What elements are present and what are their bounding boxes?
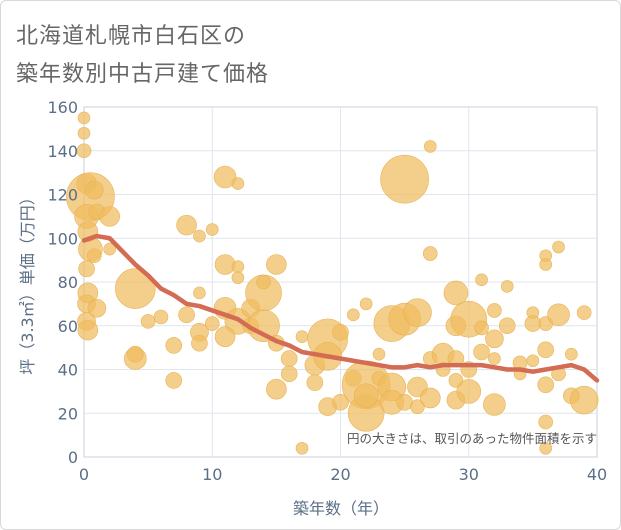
- data-bubble: [485, 329, 504, 349]
- data-bubble: [77, 126, 91, 140]
- data-bubble: [77, 111, 91, 125]
- data-bubble: [456, 379, 482, 404]
- data-bubble: [77, 319, 99, 341]
- data-bubble: [231, 271, 245, 284]
- data-bubble: [474, 320, 489, 336]
- trend-line: [81, 233, 600, 383]
- data-bubble: [538, 414, 554, 430]
- data-bubble: [353, 383, 379, 409]
- data-bubble: [547, 303, 570, 327]
- data-bubble: [231, 260, 245, 273]
- data-bubble: [295, 330, 309, 343]
- y-tick-label: 20: [58, 404, 78, 423]
- data-bubble: [103, 242, 116, 256]
- data-bubble: [78, 260, 95, 278]
- data-bubble: [205, 223, 219, 236]
- data-bubble: [99, 206, 120, 227]
- data-bubble: [473, 343, 490, 361]
- data-bubble: [280, 365, 298, 383]
- data-bubble: [193, 286, 206, 300]
- data-bubble: [204, 316, 220, 331]
- data-bubble: [332, 394, 349, 411]
- data-bubble: [552, 240, 565, 254]
- data-bubble: [483, 393, 506, 416]
- trend-series: [81, 233, 600, 383]
- data-bubble: [306, 374, 324, 391]
- data-bubble: [332, 324, 349, 341]
- data-bubble: [176, 214, 197, 236]
- data-bubble: [380, 154, 429, 204]
- data-bubble: [214, 326, 236, 347]
- data-bubble: [231, 177, 245, 190]
- y-tick-label: 80: [58, 273, 78, 292]
- data-bubble: [347, 308, 360, 322]
- data-bubble: [256, 274, 271, 290]
- data-bubble: [213, 165, 237, 189]
- data-bubble: [487, 303, 502, 318]
- data-bubble: [475, 273, 488, 287]
- axis-ticks: 0 10 20 30 40 0 20 40 60 80 100 120 140 160: [47, 98, 607, 484]
- data-bubble: [488, 352, 501, 365]
- data-bubble: [372, 347, 386, 361]
- chart-title-line-1: 北海道札幌市白石区の: [16, 24, 247, 49]
- data-bubble: [76, 143, 92, 159]
- x-tick-label: 40: [587, 465, 607, 484]
- data-bubble: [266, 378, 287, 400]
- data-bubble: [539, 258, 553, 271]
- x-tick-label: 10: [202, 465, 222, 484]
- data-bubble: [193, 229, 206, 243]
- data-bubble: [84, 180, 104, 200]
- data-bubble: [191, 334, 208, 352]
- data-bubble: [422, 246, 438, 261]
- data-bubble: [498, 317, 516, 335]
- data-bubble: [410, 399, 425, 414]
- data-bubble: [153, 309, 169, 325]
- grid-lines: [84, 107, 597, 457]
- chart-title-line-2: 築年数別中古戸建て価格: [16, 62, 270, 87]
- data-bubble: [403, 298, 432, 327]
- data-bubble: [423, 140, 437, 153]
- data-bubble: [127, 345, 144, 363]
- data-bubble: [569, 385, 599, 415]
- data-bubble: [115, 268, 156, 309]
- data-bubble: [526, 354, 540, 368]
- size-annotation: 円の大きさは、取引のあった物件面積を示す: [347, 431, 597, 446]
- data-bubble: [87, 298, 107, 318]
- data-bubble: [576, 305, 592, 320]
- x-tick-label: 20: [330, 465, 350, 484]
- data-bubble: [443, 280, 469, 306]
- y-axis-label: 坪（3.3㎡）単価（万円）: [18, 189, 37, 374]
- data-bubble: [295, 441, 309, 455]
- data-bubble: [86, 248, 102, 264]
- data-bubble: [165, 372, 183, 389]
- data-bubble: [500, 280, 514, 293]
- y-tick-label: 60: [58, 317, 78, 336]
- data-bubble: [280, 350, 298, 367]
- y-tick-label: 140: [47, 142, 78, 161]
- y-tick-label: 120: [47, 186, 78, 205]
- y-tick-label: 40: [58, 361, 78, 380]
- y-tick-label: 160: [47, 98, 78, 117]
- y-tick-label: 100: [47, 229, 78, 248]
- data-bubble: [396, 394, 413, 411]
- data-bubble: [537, 376, 555, 394]
- data-bubble: [565, 347, 578, 361]
- data-bubble: [359, 297, 373, 311]
- data-bubble: [539, 441, 553, 455]
- x-tick-label: 0: [79, 465, 89, 484]
- data-bubble: [266, 254, 287, 275]
- x-tick-label: 30: [459, 465, 479, 484]
- x-axis-label: 築年数（年）: [293, 499, 389, 518]
- data-bubble: [419, 387, 441, 409]
- y-tick-label: 0: [68, 448, 78, 467]
- data-bubble: [165, 337, 183, 354]
- data-bubble: [140, 314, 156, 329]
- data-bubble: [178, 306, 195, 324]
- data-bubble: [537, 341, 555, 359]
